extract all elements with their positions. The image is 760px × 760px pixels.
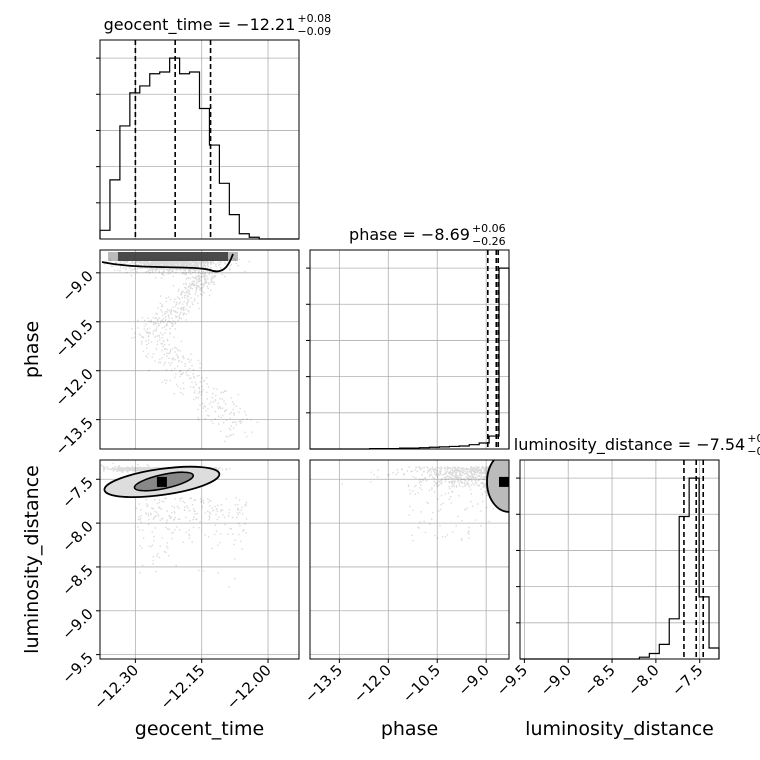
hist-title-phase: phase = −8.69 — [349, 225, 470, 244]
hist-title-geocent_time: geocent_time = −12.21 — [104, 15, 296, 35]
hist-title-luminosity_distance: luminosity_distance = −7.54 — [514, 435, 745, 455]
hist-frame-geocent_time — [100, 40, 299, 239]
xtick-label-geocent_time-2: −12.00 — [223, 661, 275, 713]
xtick-label-luminosity_distance-4: −7.5 — [668, 661, 706, 699]
yaxis-label-luminosity_distance: luminosity_distance — [21, 465, 43, 654]
contour-phase_vs_geocent_time — [101, 253, 234, 273]
hist-border-luminosity_distance — [519, 459, 720, 660]
ytick-label-phase-1: −12.0 — [52, 365, 97, 410]
hist-frame-phase — [310, 250, 509, 449]
hist-title-minus-luminosity_distance: −0.14 — [747, 445, 760, 458]
panel-phase_vs_geocent_time — [100, 250, 299, 449]
hist-border-phase — [309, 249, 510, 450]
xtick-label-luminosity_distance-3: −8.0 — [624, 661, 662, 699]
panel-luminosity_distance_vs_geocent_time — [100, 460, 299, 659]
hist-step-geocent_time — [99, 57, 299, 240]
hist-title-plus-geocent_time: +0.08 — [297, 12, 331, 25]
contour-luminosity_distance_vs_phase — [486, 460, 509, 513]
panel-border-luminosity_distance_vs_phase — [309, 459, 510, 660]
xtick-label-geocent_time-0: −12.30 — [90, 661, 142, 713]
yaxis-label-phase: phase — [21, 321, 43, 378]
xtick-label-phase-1: −12.0 — [350, 661, 395, 706]
xtick-label-phase-2: −10.5 — [399, 661, 444, 706]
scatter-points-phase_vs_geocent_time — [103, 258, 259, 442]
ytick-label-luminosity_distance-3: −8.0 — [58, 517, 96, 555]
hist-title-plus-phase: +0.06 — [472, 222, 506, 235]
ytick-label-phase-2: −10.5 — [52, 316, 97, 361]
xtick-label-luminosity_distance-0: −9.5 — [493, 661, 531, 699]
density-core-phase_vs_geocent_time — [118, 252, 228, 261]
xaxis-label-geocent_time: geocent_time — [135, 718, 264, 740]
xtick-label-phase-0: −13.5 — [301, 661, 346, 706]
hist-frame-luminosity_distance — [520, 460, 719, 659]
panel-bg-luminosity_distance_vs_phase — [310, 460, 509, 659]
ytick-label-phase-0: −13.5 — [52, 414, 97, 459]
hist-title-minus-geocent_time: −0.09 — [297, 25, 331, 38]
xtick-label-luminosity_distance-2: −8.5 — [580, 661, 618, 699]
panel-luminosity_distance_vs_phase — [310, 460, 509, 659]
xaxis-label-phase: phase — [381, 718, 438, 740]
ytick-label-luminosity_distance-1: −9.0 — [58, 605, 96, 643]
hist-border-geocent_time — [99, 39, 300, 240]
scatter-points-luminosity_distance_vs_phase — [341, 460, 500, 542]
density-core-luminosity_distance_vs_geocent_time — [156, 476, 167, 487]
density-core-luminosity_distance_vs_phase — [499, 476, 509, 487]
hist-title-minus-phase: −0.26 — [472, 235, 506, 248]
density-halo-phase_vs_geocent_time — [108, 252, 238, 261]
panel-border-phase_vs_geocent_time — [99, 249, 300, 450]
ytick-label-luminosity_distance-0: −9.5 — [58, 649, 96, 687]
ytick-label-phase-3: −9.0 — [58, 267, 96, 305]
ytick-label-luminosity_distance-4: −7.5 — [58, 473, 96, 511]
xtick-label-phase-3: −9.0 — [454, 661, 492, 699]
ytick-label-luminosity_distance-2: −8.5 — [58, 561, 96, 599]
hist-title-plus-luminosity_distance: +0.08 — [747, 432, 760, 445]
xaxis-label-luminosity_distance: luminosity_distance — [525, 718, 714, 740]
xtick-label-geocent_time-1: −12.15 — [157, 661, 209, 713]
xtick-label-luminosity_distance-1: −9.0 — [537, 661, 575, 699]
panel-bg-phase_vs_geocent_time — [100, 250, 299, 449]
panel-border-luminosity_distance_vs_geocent_time — [99, 459, 300, 660]
